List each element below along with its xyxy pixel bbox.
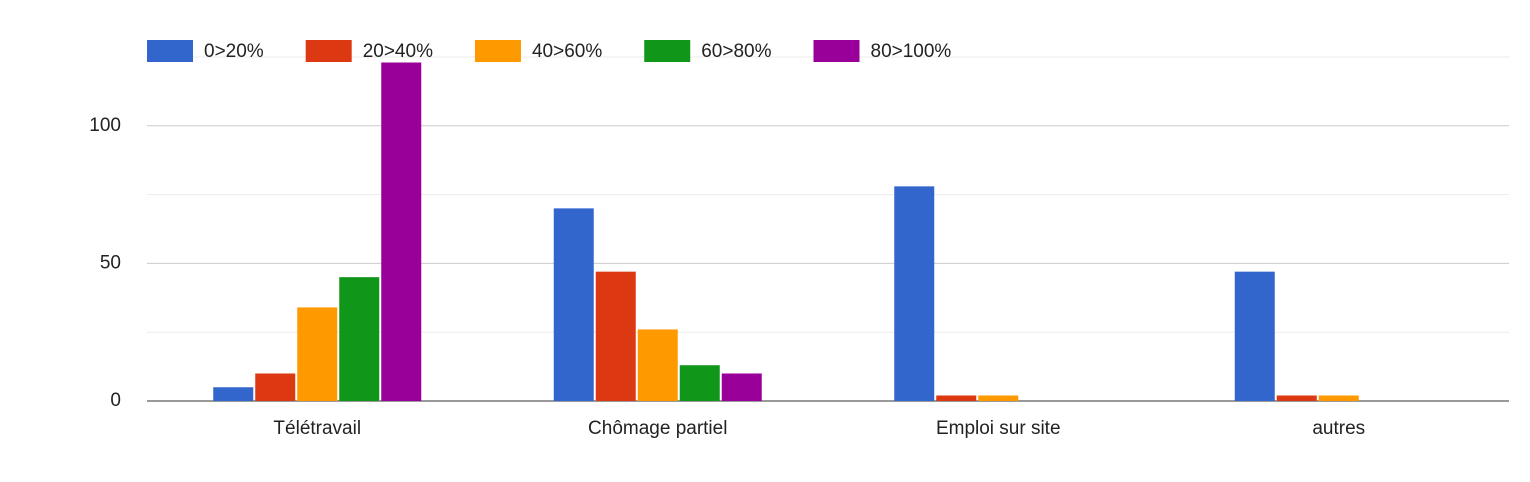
bar (936, 395, 977, 401)
bar (894, 186, 935, 401)
bar (978, 395, 1019, 401)
legend-swatch (147, 40, 193, 62)
bar (381, 62, 422, 402)
legend-label: 20>40% (363, 41, 433, 62)
legend-swatch (813, 40, 860, 62)
bar (1318, 395, 1359, 401)
bar (679, 365, 720, 401)
bar (1276, 395, 1317, 401)
x-tick-label: Emploi sur site (936, 418, 1061, 439)
bar (297, 307, 338, 401)
bar (637, 329, 678, 401)
y-tick-label: 0 (110, 390, 121, 411)
bar (1234, 271, 1275, 401)
legend-label: 0>20% (204, 41, 264, 62)
bar (339, 277, 380, 401)
bar (213, 387, 254, 401)
bar (553, 208, 594, 401)
legend-swatch (305, 40, 352, 62)
legend-label: 40>60% (532, 41, 602, 62)
x-tick-label: Télétravail (273, 418, 361, 439)
bar (721, 373, 762, 401)
y-tick-label: 50 (100, 252, 121, 273)
x-tick-label: Chômage partiel (588, 418, 727, 439)
bar (255, 373, 296, 401)
x-tick-label: autres (1312, 418, 1365, 439)
y-tick-label: 100 (89, 115, 121, 136)
legend-label: 80>100% (871, 41, 952, 62)
bar (595, 271, 636, 401)
legend-swatch (644, 40, 691, 62)
legend-swatch (474, 40, 521, 62)
legend-label: 60>80% (701, 41, 771, 62)
